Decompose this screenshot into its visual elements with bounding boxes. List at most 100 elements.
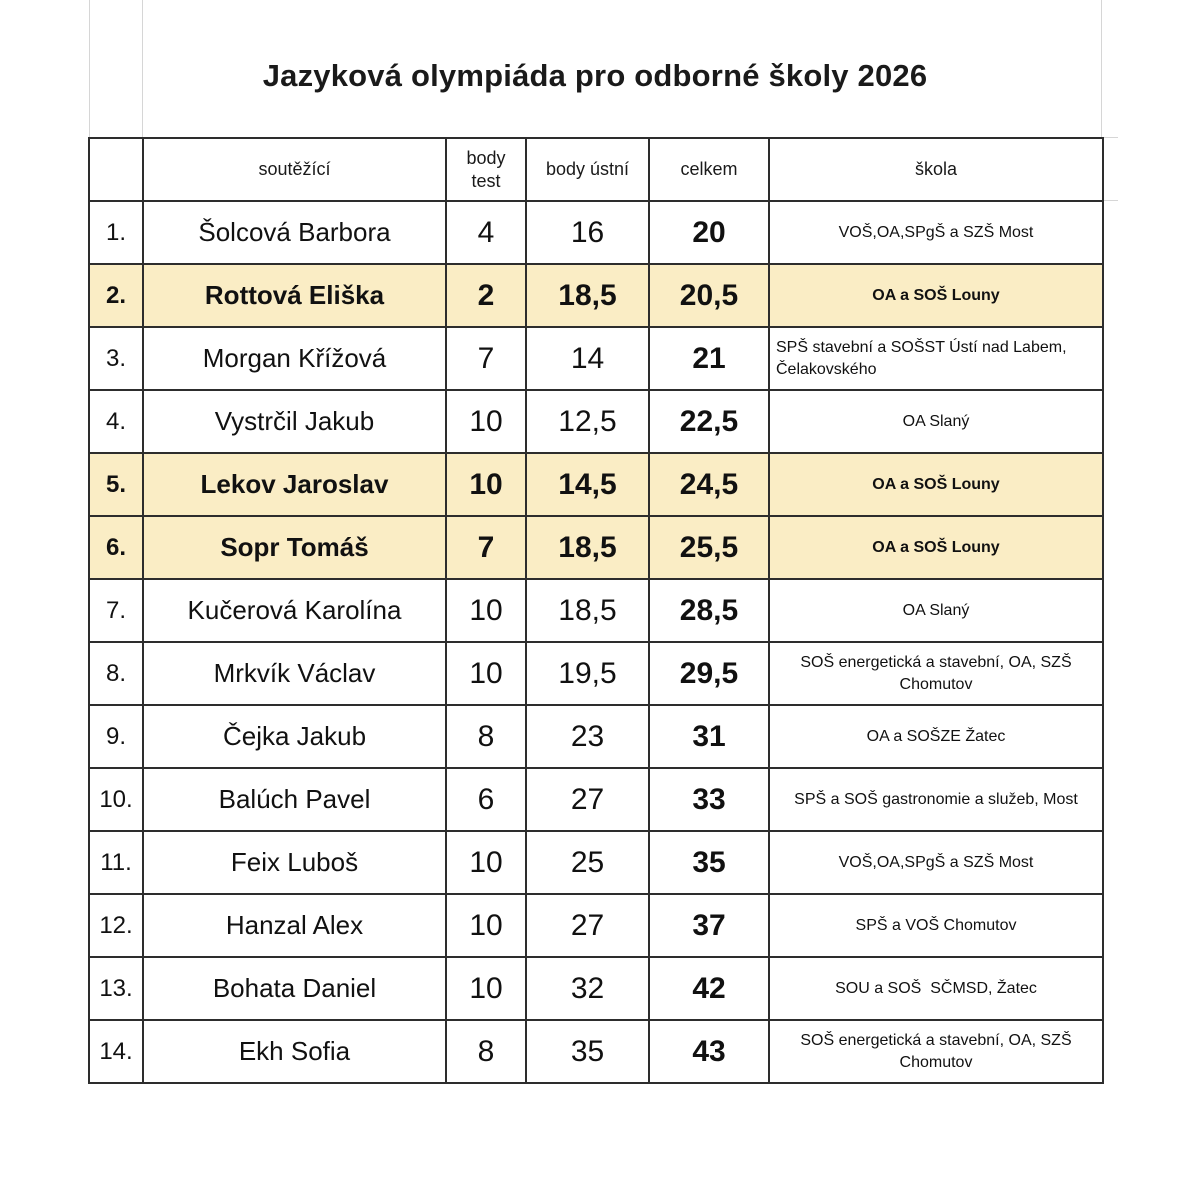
cell-oral: 18,5 <box>525 515 650 580</box>
cell-school: VOŠ,OA,SPgŠ a SZŠ Most <box>768 830 1104 895</box>
cell-total: 21 <box>648 326 770 391</box>
cell-oral: 35 <box>525 1019 650 1084</box>
cell-total: 43 <box>648 1019 770 1084</box>
cell-school: OA Slaný <box>768 578 1104 643</box>
cell-name: Čejka Jakub <box>142 704 447 769</box>
cell-rank: 1. <box>88 200 144 265</box>
cell-oral: 14 <box>525 326 650 391</box>
column-header-body-ustni: body ústní <box>525 137 650 202</box>
cell-rank: 9. <box>88 704 144 769</box>
cell-name: Mrkvík Václav <box>142 641 447 706</box>
cell-school: SPŠ stavební a SOŠST Ústí nad Labem, Čel… <box>768 326 1104 391</box>
table-row: 14. Ekh Sofia 8 35 43 SOŠ energetická a stave… <box>88 1019 1104 1084</box>
cell-total: 37 <box>648 893 770 958</box>
cell-test: 10 <box>445 578 527 643</box>
cell-oral: 12,5 <box>525 389 650 454</box>
cell-rank: 5. <box>88 452 144 517</box>
table-row: 4. Vystrčil Jakub 10 12,5 22,5 OA Slaný <box>88 389 1104 454</box>
table-row: 1. Šolcová Barbora 4 16 20 VOŠ,OA,SPgŠ a SZŠ … <box>88 200 1104 265</box>
cell-oral: 27 <box>525 893 650 958</box>
table-row: 6. Sopr Tomáš 7 18,5 25,5 OA a SOŠ Louny <box>88 515 1104 580</box>
cell-test: 10 <box>445 641 527 706</box>
cell-rank: 12. <box>88 893 144 958</box>
cell-rank: 14. <box>88 1019 144 1084</box>
cell-test: 10 <box>445 893 527 958</box>
cell-test: 2 <box>445 263 527 328</box>
cell-rank: 7. <box>88 578 144 643</box>
cell-name: Šolcová Barbora <box>142 200 447 265</box>
cell-rank: 6. <box>88 515 144 580</box>
cell-school: OA Slaný <box>768 389 1104 454</box>
cell-total: 25,5 <box>648 515 770 580</box>
cell-rank: 10. <box>88 767 144 832</box>
column-header-skola: škola <box>768 137 1104 202</box>
table-row: 12. Hanzal Alex 10 27 37 SPŠ a VOŠ Chomutov <box>88 893 1104 958</box>
cell-name: Sopr Tomáš <box>142 515 447 580</box>
cell-total: 35 <box>648 830 770 895</box>
cell-total: 42 <box>648 956 770 1021</box>
gridline-right-column <box>1101 0 1102 137</box>
cell-rank: 13. <box>88 956 144 1021</box>
table-row: 8. Mrkvík Václav 10 19,5 29,5 SOŠ energetická… <box>88 641 1104 706</box>
table-row: 2. Rottová Eliška 2 18,5 20,5 OA a SOŠ Louny <box>88 263 1104 328</box>
cell-school: OA a SOŠ Louny <box>768 515 1104 580</box>
cell-test: 10 <box>445 452 527 517</box>
cell-name: Kučerová Karolína <box>142 578 447 643</box>
cell-oral: 16 <box>525 200 650 265</box>
cell-total: 29,5 <box>648 641 770 706</box>
cell-total: 28,5 <box>648 578 770 643</box>
cell-school: SPŠ a VOŠ Chomutov <box>768 893 1104 958</box>
gridline-header-bottom-stub <box>1102 200 1118 201</box>
cell-test: 8 <box>445 1019 527 1084</box>
gridline-left-column <box>89 0 90 137</box>
cell-oral: 18,5 <box>525 578 650 643</box>
cell-test: 6 <box>445 767 527 832</box>
cell-oral: 18,5 <box>525 263 650 328</box>
column-header-soutezici: soutěžící <box>142 137 447 202</box>
cell-rank: 11. <box>88 830 144 895</box>
cell-name: Hanzal Alex <box>142 893 447 958</box>
cell-test: 10 <box>445 830 527 895</box>
table-row: 3. Morgan Křížová 7 14 21 SPŠ stavební a SOŠS… <box>88 326 1104 391</box>
cell-total: 20,5 <box>648 263 770 328</box>
cell-test: 7 <box>445 326 527 391</box>
cell-oral: 19,5 <box>525 641 650 706</box>
cell-name: Feix Luboš <box>142 830 447 895</box>
results-table: soutěžící body test body ústní celkem škola … <box>88 137 1104 1084</box>
cell-school: OA a SOŠ Louny <box>768 452 1104 517</box>
cell-total: 22,5 <box>648 389 770 454</box>
cell-school: VOŠ,OA,SPgŠ a SZŠ Most <box>768 200 1104 265</box>
table-row: 5. Lekov Jaroslav 10 14,5 24,5 OA a SOŠ Louny <box>88 452 1104 517</box>
cell-test: 10 <box>445 956 527 1021</box>
column-header-rank <box>88 137 144 202</box>
gridline-header-top-stub <box>1102 137 1118 138</box>
cell-name: Rottová Eliška <box>142 263 447 328</box>
cell-total: 31 <box>648 704 770 769</box>
table-row: 13. Bohata Daniel 10 32 42 SOU a SOŠ SČMSD, Ž… <box>88 956 1104 1021</box>
cell-rank: 3. <box>88 326 144 391</box>
page-title: Jazyková olympiáda pro odborné školy 202… <box>262 58 928 93</box>
table-row: 9. Čejka Jakub 8 23 31 OA a SOŠZE Žatec <box>88 704 1104 769</box>
cell-test: 8 <box>445 704 527 769</box>
cell-school: OA a SOŠ Louny <box>768 263 1104 328</box>
cell-name: Balúch Pavel <box>142 767 447 832</box>
cell-name: Ekh Sofia <box>142 1019 447 1084</box>
cell-test: 7 <box>445 515 527 580</box>
cell-school: SOŠ energetická a stavební, OA, SZŠ Chom… <box>768 641 1104 706</box>
cell-name: Lekov Jaroslav <box>142 452 447 517</box>
cell-school: SOU a SOŠ SČMSD, Žatec <box>768 956 1104 1021</box>
cell-rank: 8. <box>88 641 144 706</box>
column-header-body-test: body test <box>445 137 527 202</box>
cell-oral: 25 <box>525 830 650 895</box>
cell-oral: 32 <box>525 956 650 1021</box>
cell-total: 33 <box>648 767 770 832</box>
cell-rank: 2. <box>88 263 144 328</box>
table-row: 11. Feix Luboš 10 25 35 VOŠ,OA,SPgŠ a SZŠ Mos… <box>88 830 1104 895</box>
cell-total: 24,5 <box>648 452 770 517</box>
cell-test: 4 <box>445 200 527 265</box>
table-row: 10. Balúch Pavel 6 27 33 SPŠ a SOŠ gastronomi… <box>88 767 1104 832</box>
cell-name: Morgan Křížová <box>142 326 447 391</box>
cell-rank: 4. <box>88 389 144 454</box>
results-table-container: soutěžící body test body ústní celkem škola … <box>88 137 1104 1084</box>
cell-school: SPŠ a SOŠ gastronomie a služeb, Most <box>768 767 1104 832</box>
